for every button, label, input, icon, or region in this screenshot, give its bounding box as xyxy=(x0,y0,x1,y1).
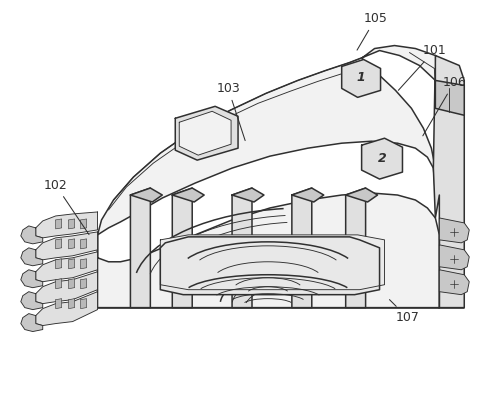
Polygon shape xyxy=(81,219,87,229)
Text: 1: 1 xyxy=(356,71,365,84)
Text: 105: 105 xyxy=(357,12,388,50)
Polygon shape xyxy=(81,259,87,269)
Polygon shape xyxy=(36,292,98,326)
Polygon shape xyxy=(98,57,435,235)
Polygon shape xyxy=(36,212,98,238)
Polygon shape xyxy=(21,248,43,266)
Polygon shape xyxy=(160,237,380,295)
Polygon shape xyxy=(21,270,43,288)
Polygon shape xyxy=(439,218,469,243)
Polygon shape xyxy=(342,59,381,97)
Text: 103: 103 xyxy=(216,82,245,140)
Polygon shape xyxy=(69,219,75,229)
Polygon shape xyxy=(160,235,385,290)
Text: 101: 101 xyxy=(398,44,446,90)
Polygon shape xyxy=(175,106,238,160)
Polygon shape xyxy=(55,279,61,289)
Polygon shape xyxy=(179,111,231,155)
Polygon shape xyxy=(292,188,324,202)
Polygon shape xyxy=(346,188,365,308)
Polygon shape xyxy=(21,292,43,310)
Polygon shape xyxy=(439,245,469,270)
Polygon shape xyxy=(55,219,61,229)
Polygon shape xyxy=(232,188,264,202)
Polygon shape xyxy=(435,81,464,115)
Text: 107: 107 xyxy=(390,300,419,324)
Polygon shape xyxy=(81,299,87,308)
Polygon shape xyxy=(55,259,61,269)
Polygon shape xyxy=(232,188,252,308)
Polygon shape xyxy=(131,188,162,202)
Polygon shape xyxy=(21,226,43,244)
Polygon shape xyxy=(362,45,435,81)
Polygon shape xyxy=(361,138,403,179)
Polygon shape xyxy=(81,239,87,249)
Polygon shape xyxy=(55,299,61,308)
Polygon shape xyxy=(81,279,87,289)
Polygon shape xyxy=(292,188,312,308)
Text: 2: 2 xyxy=(377,152,387,165)
Text: 106: 106 xyxy=(423,76,466,136)
Polygon shape xyxy=(36,272,98,304)
Polygon shape xyxy=(439,270,469,295)
Polygon shape xyxy=(346,188,377,202)
Polygon shape xyxy=(69,259,75,269)
Polygon shape xyxy=(21,314,43,332)
Polygon shape xyxy=(172,188,192,308)
Polygon shape xyxy=(55,239,61,249)
Polygon shape xyxy=(69,239,75,249)
Polygon shape xyxy=(131,188,150,308)
Text: 102: 102 xyxy=(44,178,89,235)
Polygon shape xyxy=(69,279,75,289)
Polygon shape xyxy=(433,55,464,308)
Polygon shape xyxy=(69,299,75,308)
Polygon shape xyxy=(98,193,439,308)
Polygon shape xyxy=(172,188,204,202)
Polygon shape xyxy=(36,232,98,260)
Polygon shape xyxy=(36,252,98,282)
